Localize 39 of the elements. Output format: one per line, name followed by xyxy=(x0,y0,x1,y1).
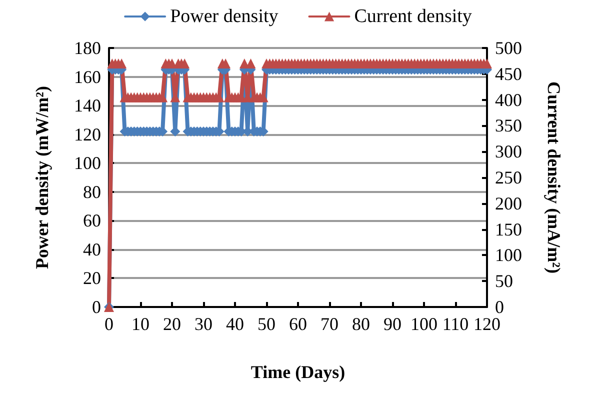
y-tick-label: 40 xyxy=(83,239,101,260)
y-tick-label: 20 xyxy=(83,268,101,288)
x-tick-label: 120 xyxy=(474,314,500,334)
y-axis-title: Power density (mW/m²) xyxy=(32,86,52,270)
y-tick-label: 60 xyxy=(83,210,101,231)
x-tick-label: 50 xyxy=(258,314,276,334)
y2-axis-title: Current density (mA/m²) xyxy=(544,81,564,274)
y2-tick-label: 200 xyxy=(495,193,522,214)
x-tick-label: 110 xyxy=(442,314,469,334)
x-tick-label: 40 xyxy=(226,314,244,334)
legend-label: Current density xyxy=(354,6,472,27)
y2-tick-label: 100 xyxy=(495,245,522,266)
y2-tick-label: 250 xyxy=(495,168,522,188)
y-tick-label: 80 xyxy=(83,182,101,202)
x-tick-label: 70 xyxy=(320,314,338,334)
x-tick-label: 100 xyxy=(410,314,438,334)
x-tick-label: 60 xyxy=(289,314,307,334)
y2-tick-label: 0 xyxy=(495,297,504,317)
x-tick-label: 30 xyxy=(194,314,212,334)
y-tick-label: 120 xyxy=(74,124,101,144)
x-tick-label: 90 xyxy=(384,314,402,334)
y-tick-label: 180 xyxy=(74,38,101,58)
x-tick-label: 20 xyxy=(163,314,181,334)
y2-tick-label: 150 xyxy=(495,219,522,240)
y2-tick-label: 500 xyxy=(495,38,522,58)
x-tick-label: 0 xyxy=(104,314,114,334)
y-tick-label: 140 xyxy=(74,96,101,116)
legend-label: Power density xyxy=(170,6,279,27)
y-tick-label: 100 xyxy=(74,153,101,174)
y2-tick-label: 300 xyxy=(495,142,522,162)
x-axis-title: Time (Days) xyxy=(250,362,346,382)
y-tick-label: 0 xyxy=(92,297,101,317)
x-tick-label: 80 xyxy=(352,314,370,334)
y2-tick-label: 450 xyxy=(495,64,522,84)
y2-tick-label: 50 xyxy=(495,271,513,292)
y-tick-label: 160 xyxy=(74,66,101,87)
x-tick-label: 10 xyxy=(132,314,150,334)
y2-tick-label: 400 xyxy=(495,90,522,110)
y2-tick-label: 350 xyxy=(495,116,522,136)
